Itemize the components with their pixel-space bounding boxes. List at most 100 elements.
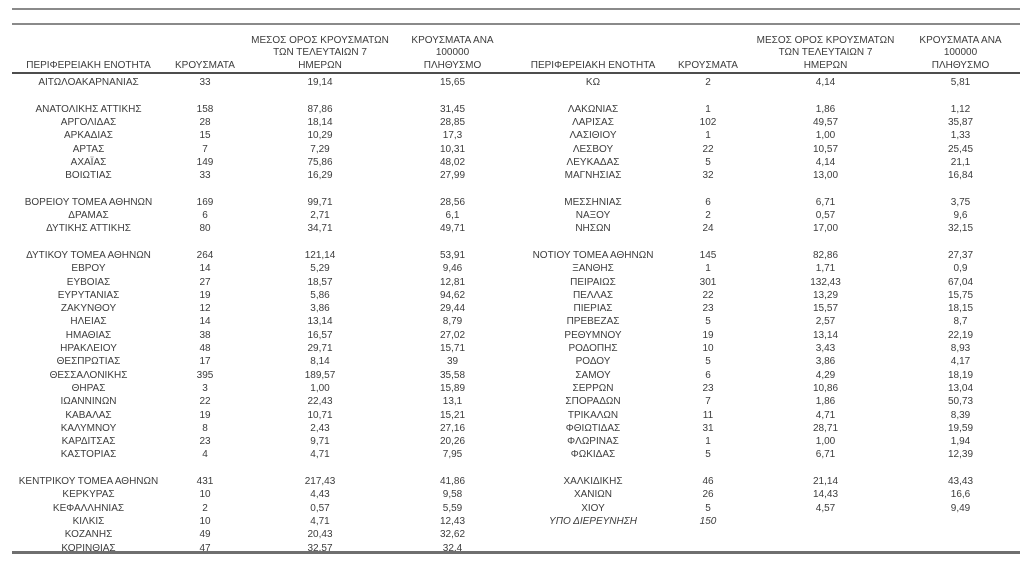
avg7-cell: 21,14 [812, 476, 839, 488]
region-cell: ΣΑΜΟΥ [575, 369, 611, 381]
avg7-cell: 5,29 [310, 263, 330, 275]
per100k-cell: 94,62 [439, 289, 466, 301]
cases-cell: 4 [202, 449, 208, 461]
cases-cell: 14 [199, 263, 211, 275]
table-row: ΦΘΙΩΤΙΔΑΣ 31 28,71 19,59 [518, 422, 1018, 435]
header-per100k-column: ΚΡΟΥΣΜΑΤΑ ΑΝΑ 100000 ΠΛΗΘΥΣΜΟ [903, 33, 1018, 72]
per100k-cell: 15,21 [439, 409, 466, 421]
cases-cell: 169 [196, 196, 214, 208]
region-cell: ΒΟΡΕΙΟΥ ΤΟΜΕΑ ΑΘΗΝΩΝ [24, 196, 153, 208]
per100k-cell: 9,58 [442, 489, 463, 501]
header-region-column: ΠΕΡΙΦΕΡΕΙΑΚΗ ΕΝΟΤΗΤΑ [518, 33, 668, 72]
avg7-cell: 75,86 [307, 156, 333, 168]
per100k-cell: 21,1 [950, 156, 971, 168]
bottom-rule [12, 551, 1020, 554]
region-cell: ΞΑΝΘΗΣ [572, 263, 614, 275]
header-avg7-line3: ΗΜΕΡΩΝ [803, 59, 848, 71]
per100k-cell: 32,15 [947, 223, 974, 235]
region-cell: ΚΑΒΑΛΑΣ [65, 409, 112, 421]
cases-cell: 22 [702, 289, 714, 301]
avg7-cell: 3,43 [815, 343, 836, 355]
per100k-cell: 1,94 [950, 436, 971, 448]
cases-cell: 1 [705, 436, 711, 448]
region-cell: ΡΕΘΥΜΝΟΥ [564, 329, 622, 341]
per100k-cell: 32,4 [442, 542, 463, 554]
region-cell: ΚΟΖΑΝΗΣ [64, 529, 113, 541]
table-row: ΣΑΜΟΥ 6 4,29 18,19 [518, 369, 1018, 382]
per100k-cell: 12,81 [439, 276, 466, 288]
table-row: ΤΡΙΚΑΛΩΝ 11 4,71 8,39 [518, 408, 1018, 421]
per100k-cell: 9,46 [442, 263, 463, 275]
avg7-cell: 28,71 [812, 422, 839, 434]
header-per100k-line2: ΠΛΗΘΥΣΜΟ [931, 59, 990, 71]
cases-cell: 12 [199, 303, 211, 315]
avg7-cell: 8,14 [310, 356, 330, 368]
table-row: ΗΡΑΚΛΕΙΟΥ 48 29,71 15,71 [12, 342, 510, 355]
table-row: ΔΥΤΙΚΟΥ ΤΟΜΕΑ ΑΘΗΝΩΝ 264 121,14 53,91 [12, 249, 510, 262]
per100k-cell: 39 [446, 356, 459, 368]
per100k-cell: 1,12 [950, 103, 971, 115]
per100k-cell: 9,49 [950, 502, 971, 514]
per100k-cell: 28,56 [439, 196, 466, 208]
table-row: ΡΟΔΟΠΗΣ 10 3,43 8,93 [518, 342, 1018, 355]
table-row: ΒΟΡΕΙΟΥ ΤΟΜΕΑ ΑΘΗΝΩΝ 169 99,71 28,56 [12, 196, 510, 209]
table-row: ΛΑΡΙΣΑΣ 102 49,57 35,87 [518, 116, 1018, 129]
header-per100k-line1: ΚΡΟΥΣΜΑΤΑ ΑΝΑ 100000 [919, 34, 1002, 59]
cases-cell: 158 [196, 103, 214, 115]
table-row: ΕΥΒΟΙΑΣ 27 18,57 12,81 [12, 275, 510, 288]
avg7-cell: 0,57 [815, 210, 836, 222]
region-cell: ΑΡΓΟΛΙΔΑΣ [60, 117, 117, 129]
avg7-cell: 1,86 [815, 396, 836, 408]
per100k-cell: 18,15 [947, 303, 974, 315]
region-cell: ΚΙΛΚΙΣ [72, 515, 105, 527]
cases-cell: 6 [705, 369, 711, 381]
cases-cell: 395 [196, 369, 214, 381]
avg7-cell: 18,57 [307, 276, 333, 288]
table-row: ΚΑΒΑΛΑΣ 19 10,71 15,21 [12, 408, 510, 421]
avg7-cell: 1,71 [815, 263, 836, 275]
per100k-cell: 27,02 [439, 329, 466, 341]
cases-cell: 301 [699, 276, 717, 288]
region-cell: ΘΕΣΠΡΩΤΙΑΣ [56, 356, 121, 368]
table-row: ΙΩΑΝΝΙΝΩΝ 22 22,43 13,1 [12, 395, 510, 408]
region-cell: ΝΑΞΟΥ [575, 210, 611, 222]
table-row: ΑΡΤΑΣ 7 7,29 10,31 [12, 142, 510, 155]
region-cell: ΗΛΕΙΑΣ [70, 316, 107, 328]
per100k-cell: 27,16 [439, 422, 466, 434]
per100k-cell: 13,1 [442, 396, 463, 408]
region-cell: ΚΑΣΤΟΡΙΑΣ [60, 449, 117, 461]
header-cases-label: ΚΡΟΥΣΜΑΤΑ [678, 59, 738, 71]
cases-cell: 27 [199, 276, 211, 288]
table-row: ΚΑΡΔΙΤΣΑΣ 23 9,71 20,26 [12, 435, 510, 448]
per100k-cell: 12,39 [947, 449, 974, 461]
table-row: ΛΕΥΚΑΔΑΣ 5 4,14 21,1 [518, 156, 1018, 169]
cases-cell: 19 [702, 329, 714, 341]
per100k-cell: 48,02 [439, 156, 466, 168]
table-row: ΣΠΟΡΑΔΩΝ 7 1,86 50,73 [518, 395, 1018, 408]
cases-cell: 32 [702, 170, 714, 182]
header-avg7-column: ΜΕΣΟΣ ΟΡΟΣ ΚΡΟΥΣΜΑΤΩΝ ΤΩΝ ΤΕΛΕΥΤΑΙΩΝ 7 Η… [748, 33, 903, 72]
region-cell: ΧΑΛΚΙΔΙΚΗΣ [563, 476, 623, 488]
cases-cell: 1 [705, 130, 711, 142]
per100k-cell: 12,43 [439, 515, 466, 527]
region-cell: ΦΩΚΙΔΑΣ [570, 449, 616, 461]
region-cell: ΠΕΛΛΑΣ [572, 289, 614, 301]
per100k-cell: 41,86 [439, 476, 466, 488]
per100k-cell: 22,19 [947, 329, 974, 341]
per100k-cell: 15,71 [439, 343, 466, 355]
region-cell: ΑΧΑΪΑΣ [70, 156, 107, 168]
table-row: ΑΝΑΤΟΛΙΚΗΣ ΑΤΤΙΚΗΣ 158 87,86 31,45 [12, 103, 510, 116]
table-row: ΘΕΣΠΡΩΤΙΑΣ 17 8,14 39 [12, 355, 510, 368]
table-row: ΞΑΝΘΗΣ 1 1,71 0,9 [518, 262, 1018, 275]
table-row: ΝΑΞΟΥ 2 0,57 9,6 [518, 209, 1018, 222]
region-cell: ΚΑΡΔΙΤΣΑΣ [61, 436, 116, 448]
avg7-cell: 6,71 [815, 449, 836, 461]
cases-cell: 2 [202, 502, 208, 514]
spacer-row [518, 89, 1018, 102]
spacer-row [12, 182, 510, 195]
region-cell: ΧΙΟΥ [581, 502, 605, 514]
region-cell: ΒΟΙΩΤΙΑΣ [65, 170, 112, 182]
avg7-cell: 14,43 [812, 489, 839, 501]
table-row: ΠΙΕΡΙΑΣ 23 15,57 18,15 [518, 302, 1018, 315]
cases-cell: 5 [705, 502, 711, 514]
